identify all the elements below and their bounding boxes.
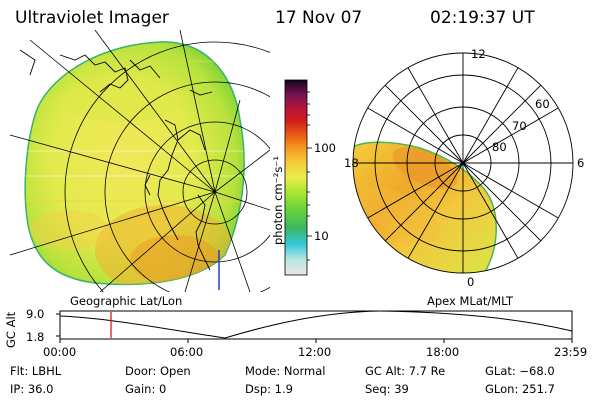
geographic-panel <box>9 30 270 292</box>
mlt-label-6: 6 <box>577 156 585 170</box>
colorbar <box>284 79 312 276</box>
altitude-plot <box>56 310 573 343</box>
mlat-label-80: 80 <box>492 140 507 154</box>
geo-panel-label: Geographic Lat/Lon <box>70 294 183 308</box>
mlat-label-60: 60 <box>535 97 550 111</box>
info-gain: Gain: 0 <box>125 382 167 396</box>
mag-panel-label: Apex MLat/MLT <box>427 294 514 308</box>
app-title: Ultraviolet Imager <box>15 8 169 28</box>
mlat-label-70: 70 <box>512 119 527 133</box>
info-glat: GLat: −68.0 <box>485 364 555 378</box>
info-mode: Mode: Normal <box>245 364 326 378</box>
coastlines <box>19 49 213 271</box>
altitude-xtick-1200: 12:00 <box>298 345 332 359</box>
info-door: Door: Open <box>125 364 191 378</box>
info-dsp: Dsp: 1.9 <box>245 382 293 396</box>
colorbar-tick-10: 10 <box>314 229 329 243</box>
geo-grid <box>9 30 270 292</box>
altitude-xtick-0000: 00:00 <box>43 345 77 359</box>
altitude-xtick-2359: 23:59 <box>554 345 588 359</box>
time-label: 02:19:37 UT <box>430 8 535 28</box>
mag-grid <box>352 52 574 274</box>
colorbar-unit-label: photon cm⁻²s⁻¹ <box>271 156 285 245</box>
mlt-label-12: 12 <box>471 47 486 61</box>
colorbar-tick-100: 100 <box>314 141 336 155</box>
date-label: 17 Nov 07 <box>275 8 363 28</box>
info-gc-alt: GC Alt: 7.7 Re <box>365 364 446 378</box>
mlt-label-18: 18 <box>344 156 359 170</box>
info-seq: Seq: 39 <box>365 382 409 396</box>
mlt-label-0: 0 <box>467 275 475 289</box>
altitude-ytick-top: 9.0 <box>26 307 45 321</box>
magnetic-panel <box>352 52 574 274</box>
info-filter: Flt: LBHL <box>10 364 62 378</box>
info-ip: IP: 36.0 <box>10 382 54 396</box>
info-glon: GLon: 251.7 <box>485 382 555 396</box>
altitude-ytick-bottom: 1.8 <box>26 330 45 344</box>
altitude-ylabel: GC Alt <box>4 311 18 348</box>
altitude-xtick-0600: 06:00 <box>170 345 204 359</box>
altitude-curve <box>59 310 573 339</box>
altitude-xtick-1800: 18:00 <box>426 345 460 359</box>
